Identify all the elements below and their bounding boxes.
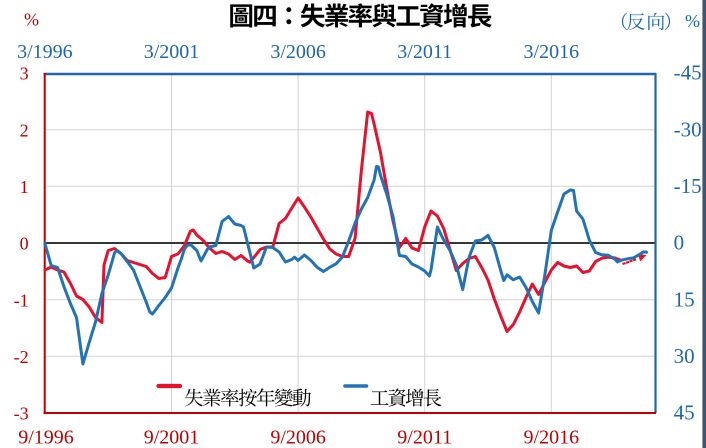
svg-text:30: 30	[674, 344, 695, 368]
svg-text:45: 45	[674, 401, 695, 425]
svg-text:3/1996: 3/1996	[17, 41, 73, 63]
svg-text:-1: -1	[14, 290, 29, 310]
svg-text:0: 0	[674, 231, 685, 255]
svg-text:2: 2	[20, 120, 29, 140]
svg-text:%: %	[685, 11, 700, 31]
svg-text:9/2006: 9/2006	[270, 427, 326, 448]
svg-text:9/2011: 9/2011	[397, 427, 452, 448]
svg-text:-3: -3	[14, 404, 29, 424]
svg-text:3/2001: 3/2001	[144, 41, 200, 63]
svg-text:9/2001: 9/2001	[144, 427, 200, 448]
svg-text:3/2006: 3/2006	[270, 41, 326, 63]
svg-text:1: 1	[20, 177, 29, 197]
svg-text:%: %	[24, 10, 39, 30]
svg-text:3/2011: 3/2011	[397, 41, 452, 63]
svg-text:3: 3	[20, 64, 29, 84]
svg-text:0: 0	[20, 234, 29, 254]
svg-text:-15: -15	[674, 174, 702, 198]
svg-text:-30: -30	[674, 117, 702, 141]
svg-text:-45: -45	[674, 61, 702, 85]
svg-text:3/2016: 3/2016	[524, 41, 580, 63]
svg-text:-2: -2	[14, 347, 29, 367]
svg-text:9/1996: 9/1996	[18, 427, 74, 448]
svg-text:9/2016: 9/2016	[524, 427, 580, 448]
svg-text:15: 15	[674, 287, 695, 311]
